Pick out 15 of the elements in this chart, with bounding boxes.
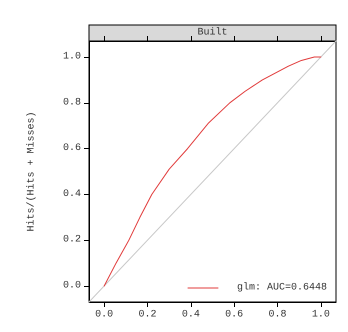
x-tick-label: 0.0 xyxy=(95,310,114,320)
y-tick-label: 0.6 xyxy=(62,143,81,154)
y-axis-title: Hits/(Hits + Misses) xyxy=(26,111,38,232)
y-tick-label: 1.0 xyxy=(62,52,81,63)
chart-title: Built xyxy=(197,26,228,38)
y-tick-label: 0.4 xyxy=(62,188,81,200)
x-tick-label: 0.2 xyxy=(138,310,157,320)
x-tick-label: 0.4 xyxy=(182,310,200,320)
x-tick-label: 1.0 xyxy=(312,310,330,320)
legend-label: glm: AUC=0.6448 xyxy=(236,282,327,294)
y-tick-label: 0.8 xyxy=(62,97,81,108)
y-tick-label: 0.2 xyxy=(62,234,81,246)
y-tick-label: 0.0 xyxy=(62,280,81,292)
x-tick-label: 0.8 xyxy=(268,310,287,320)
x-tick-label: 0.6 xyxy=(225,310,244,320)
